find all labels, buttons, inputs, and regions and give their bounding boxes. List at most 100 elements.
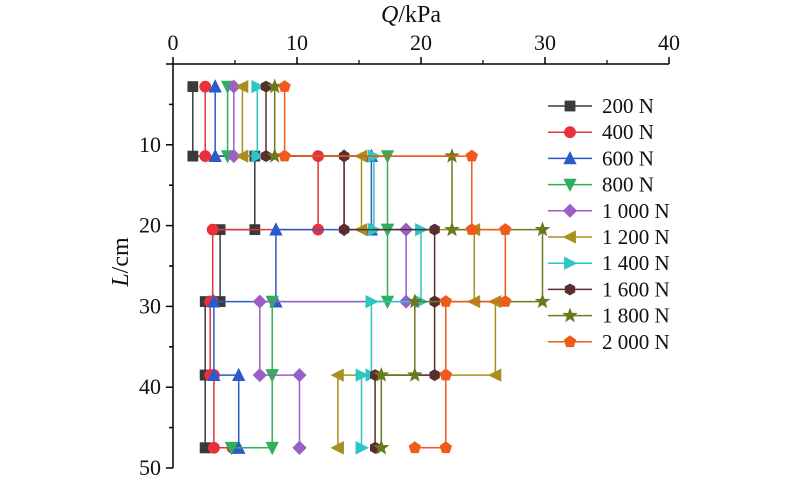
data-point [444,221,460,237]
series-line [241,86,497,448]
legend-marker [564,100,576,112]
legend-entry: 1 200 N [548,225,670,249]
series-1000n [226,79,414,455]
legend-entry: 600 N [548,146,654,170]
data-point [499,223,512,235]
data-point [355,368,369,382]
legend-marker [562,203,578,218]
y-tick-label: 20 [139,213,161,238]
legend-label: 1 000 N [602,199,670,223]
data-point [235,79,249,94]
data-point [534,221,551,237]
data-point [278,149,291,162]
axis-titles: Q/kPa L/cm [108,2,441,288]
data-point [252,294,267,309]
legend-marker [562,307,578,323]
series-line [226,86,389,449]
legend-entry: 400 N [548,120,654,144]
series-line [256,86,422,448]
data-point [226,149,241,164]
series-1600n [260,80,440,454]
y-axis-variable: L [108,273,134,287]
x-axis-title: Q/kPa [381,2,441,28]
x-tick-label: 10 [286,30,308,55]
data-point [292,440,307,455]
y-axis-unit: /cm [108,237,134,273]
series-1400n [251,79,429,455]
series-1800n [266,78,551,455]
axes: 0 10 20 30 40 10 20 30 40 50 [139,30,680,480]
data-point [465,223,478,235]
data-point [439,368,452,381]
legend-label: 2 000 N [602,330,670,354]
data-point [330,368,344,382]
data-point [251,79,265,94]
y-tick-label: 10 [139,132,161,157]
legend-label: 400 N [602,120,654,144]
data-point [232,367,246,382]
series-200n [187,81,261,454]
data-point [187,150,199,162]
data-point [199,80,212,93]
data-point [429,223,440,236]
data-point [208,148,222,163]
legend-label: 800 N [602,173,654,197]
series-800n [220,80,395,456]
data-point [439,441,452,454]
y-tick-label: 30 [139,293,161,318]
y-tick-label: 50 [139,455,161,480]
data-point [260,150,272,163]
data-point [208,79,222,93]
legend-entry: 2 000 N [548,330,670,354]
data-point [408,441,421,454]
data-point [365,294,379,309]
data-point [207,367,221,382]
legend-entry: 800 N [548,173,654,197]
legend-entry: 200 N [548,94,654,118]
data-point [439,295,452,307]
series-line [192,86,256,448]
data-point [252,368,267,383]
legend-marker [563,335,577,348]
legend-entry: 1 400 N [548,251,670,275]
x-tick-label: 30 [534,30,556,55]
data-point [265,441,279,456]
legend-marker [562,230,576,244]
x-axis-unit: /kPa [398,2,441,28]
data-point [260,80,272,93]
series-line [204,86,319,449]
data-point [207,294,221,308]
x-axis-variable: Q [381,2,398,28]
data-point [407,366,423,382]
legend-entry: 1 800 N [548,304,670,328]
data-point [488,368,502,382]
data-point [338,223,350,236]
legend-marker [563,178,577,192]
data-point [224,441,238,456]
legend-entry: 1 000 N [548,199,670,223]
series-line [273,86,544,448]
data-point [199,150,212,163]
series-line [213,86,373,448]
legend-label: 1 600 N [602,277,670,301]
data-point [499,295,512,307]
x-tick-label: 0 [168,30,179,55]
data-point [208,441,220,454]
legend-label: 1 200 N [602,225,670,249]
legend-marker [564,256,578,270]
data-point [465,149,478,162]
plot-area [187,78,551,456]
data-point [373,439,390,455]
legend-marker [564,126,576,139]
y-axis-title: L/cm [108,237,134,288]
data-point [206,223,219,236]
data-point [534,293,551,309]
legend-label: 1 800 N [602,304,670,328]
data-point [330,441,344,455]
series-line [265,86,436,448]
series-line [233,86,407,448]
x-tick-label: 20 [410,30,432,55]
series-2000n [278,80,512,454]
